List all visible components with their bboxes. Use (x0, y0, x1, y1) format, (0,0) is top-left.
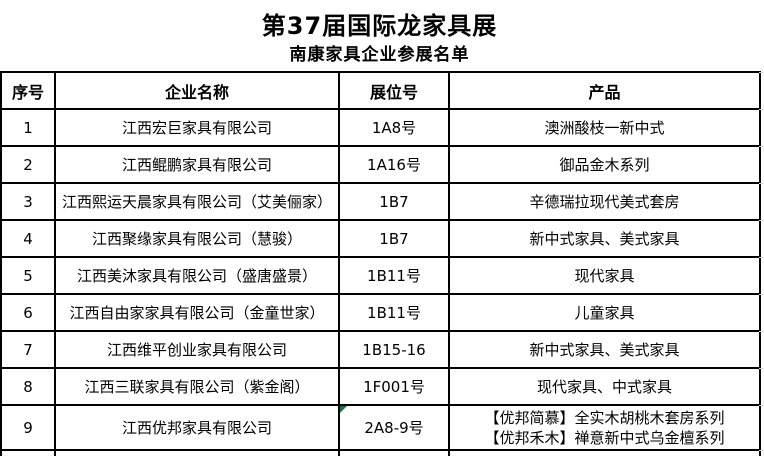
cell-no: 4 (0, 219, 56, 258)
cell-booth-text: 2A8-9号 (364, 419, 424, 437)
table-row: 3 江西熙运天晨家具有限公司（艾美俪家） 1B7 辛德瑞拉现代美式套房 (0, 182, 761, 221)
cell-no: 7 (0, 330, 56, 369)
gridline-stub (759, 257, 764, 258)
cell-empty (338, 449, 450, 456)
cell-product: 新中式家具、美式家具 (448, 330, 761, 369)
cell-product: 现代家具、中式家具 (448, 367, 761, 406)
gridline-stub-column (759, 71, 764, 456)
cell-empty (0, 449, 56, 456)
cell-product: 御品金木系列 (448, 145, 761, 184)
table-row-partial (0, 449, 761, 456)
cell-booth: 1A16号 (338, 145, 450, 184)
cell-booth: 1B7 (338, 219, 450, 258)
cell-empty (448, 449, 761, 456)
cell-no: 8 (0, 367, 56, 406)
gridline-stub (759, 109, 764, 110)
cell-product: 辛德瑞拉现代美式套房 (448, 182, 761, 221)
col-header-booth: 展位号 (338, 71, 450, 110)
col-header-product: 产品 (448, 71, 761, 110)
table-row: 6 江西自由家家具有限公司（金童世家） 1B11号 儿童家具 (0, 293, 761, 332)
cell-company: 江西聚缘家具有限公司（慧骏） (54, 219, 340, 258)
cell-product: 新中式家具、美式家具 (448, 219, 761, 258)
cell-product: 现代家具 (448, 256, 761, 295)
cell-company: 江西维平创业家具有限公司 (54, 330, 340, 369)
table-row: 8 江西三联家具有限公司（紫金阁） 1F001号 现代家具、中式家具 (0, 367, 761, 406)
table-row: 1 江西宏巨家具有限公司 1A8号 澳洲酸枝一新中式 (0, 108, 761, 147)
col-header-no: 序号 (0, 71, 56, 110)
cell-no: 5 (0, 256, 56, 295)
gridline-stub (759, 146, 764, 147)
cell-product: 澳洲酸枝一新中式 (448, 108, 761, 147)
table-row: 9 江西优邦家具有限公司 2A8-9号 【优邦简慕】全实木胡桃木套房系列 【优邦… (0, 404, 761, 451)
table-row: 5 江西美沐家具有限公司（盛唐盛景） 1B11号 现代家具 (0, 256, 761, 295)
cell-empty (54, 449, 340, 456)
cell-no: 3 (0, 182, 56, 221)
page-subtitle: 南康家具企业参展名单 (289, 45, 470, 65)
cell-booth: 2A8-9号 (338, 404, 450, 451)
table-row: 4 江西聚缘家具有限公司（慧骏） 1B7 新中式家具、美式家具 (0, 219, 761, 258)
cell-no: 1 (0, 108, 56, 147)
cell-company: 江西三联家具有限公司（紫金阁） (54, 367, 340, 406)
gridline-stub (759, 72, 764, 73)
cell-product: 儿童家具 (448, 293, 761, 332)
table-row: 2 江西鲲鹏家具有限公司 1A16号 御品金木系列 (0, 145, 761, 184)
cell-company: 江西美沐家具有限公司（盛唐盛景） (54, 256, 340, 295)
cell-booth: 1B11号 (338, 293, 450, 332)
cell-booth: 1F001号 (338, 367, 450, 406)
cell-booth: 1B15-16 (338, 330, 450, 369)
cell-product: 【优邦简慕】全实木胡桃木套房系列 【优邦禾木】禅意新中式乌金檀系列 (448, 404, 761, 451)
gridline-stub (759, 183, 764, 184)
gridline-stub (759, 368, 764, 369)
cell-company: 江西宏巨家具有限公司 (54, 108, 340, 147)
gridline-stub (759, 331, 764, 332)
gridline-stub (759, 405, 764, 406)
product-line: 【优邦简慕】全实木胡桃木套房系列 (484, 408, 725, 427)
cell-booth: 1A8号 (338, 108, 450, 147)
cell-no: 2 (0, 145, 56, 184)
table-header-row: 序号 企业名称 展位号 产品 (0, 71, 761, 110)
exhibitor-table: 序号 企业名称 展位号 产品 1 江西宏巨家具有限公司 1A8号 澳洲酸枝一新中… (0, 71, 761, 456)
gridline-stub (759, 294, 764, 295)
page-title: 第37届国际龙家具展 (261, 12, 498, 40)
cell-booth: 1B7 (338, 182, 450, 221)
cell-no: 9 (0, 404, 56, 451)
cell-company: 江西熙运天晨家具有限公司（艾美俪家） (54, 182, 340, 221)
cell-booth: 1B11号 (338, 256, 450, 295)
cell-error-marker-icon (341, 407, 347, 413)
cell-company: 江西鲲鹏家具有限公司 (54, 145, 340, 184)
gridline-stub (759, 220, 764, 221)
table-row: 7 江西维平创业家具有限公司 1B15-16 新中式家具、美式家具 (0, 330, 761, 369)
cell-company: 江西自由家家具有限公司（金童世家） (54, 293, 340, 332)
col-header-company: 企业名称 (54, 71, 340, 110)
product-line: 【优邦禾木】禅意新中式乌金檀系列 (484, 428, 725, 447)
cell-company: 江西优邦家具有限公司 (54, 404, 340, 451)
gridline-stub (759, 450, 764, 451)
cell-no: 6 (0, 293, 56, 332)
